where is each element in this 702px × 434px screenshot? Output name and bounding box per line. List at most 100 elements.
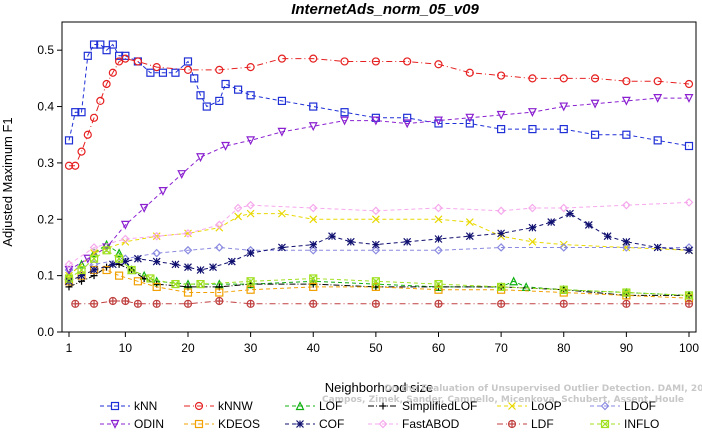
data-point — [183, 57, 193, 66]
data-point — [371, 245, 381, 255]
data-point — [309, 54, 318, 63]
data-point — [64, 265, 74, 275]
x-tick-label: 40 — [307, 341, 321, 355]
data-point — [559, 74, 568, 83]
watermark-line-2: On the Evaluation of Unsupervised Outlie… — [384, 384, 702, 394]
data-point — [308, 203, 318, 213]
data-point — [434, 60, 443, 69]
legend-label: FastABOD — [402, 417, 460, 431]
data-point-cross — [685, 291, 693, 300]
data-point — [184, 229, 192, 238]
legend-label: KDEOS — [218, 417, 260, 431]
series-line — [68, 246, 689, 271]
legend-label: kNN — [134, 399, 157, 413]
series-ldf — [71, 296, 694, 308]
data-point-cross — [90, 254, 98, 263]
data-point — [102, 79, 111, 89]
data-point-cross — [153, 300, 161, 308]
legend-entry-knn: kNN — [100, 399, 157, 413]
x-tick-label: 1 — [66, 341, 73, 355]
data-point — [246, 277, 255, 286]
data-point-cross — [77, 266, 86, 274]
x-tick-label: 90 — [620, 341, 634, 355]
y-tick-label: 0.3 — [37, 156, 54, 170]
data-point — [559, 124, 568, 134]
data-point — [622, 243, 631, 252]
data-point — [508, 402, 516, 410]
data-point — [527, 108, 537, 118]
data-point — [496, 110, 506, 120]
data-point — [434, 245, 443, 255]
legend-label: SimplifiedLOF — [402, 399, 477, 413]
series-cof — [65, 209, 693, 286]
series-inflo — [64, 246, 694, 300]
data-point-cross — [685, 300, 693, 308]
data-point — [246, 62, 255, 72]
y-tick-label: 0.1 — [37, 269, 54, 283]
data-point — [246, 285, 255, 294]
data-point — [603, 232, 612, 241]
data-point — [71, 108, 80, 117]
data-point — [102, 239, 112, 249]
legend-entry-ldof: LDOF — [590, 399, 656, 413]
data-point — [202, 102, 211, 111]
data-point — [233, 203, 243, 213]
data-point — [64, 274, 74, 283]
data-point-cross — [171, 280, 180, 289]
data-point — [465, 113, 475, 123]
data-point — [108, 260, 117, 269]
data-point — [403, 113, 412, 122]
series-ldof — [64, 243, 694, 275]
data-point-cross — [71, 300, 79, 308]
data-point — [227, 257, 236, 266]
data-point — [183, 65, 193, 75]
data-point — [600, 401, 610, 411]
series-knn — [64, 40, 694, 151]
data-point-cross — [560, 300, 568, 308]
data-point-cross — [309, 300, 317, 308]
data-point — [685, 246, 693, 255]
legend-label: LDOF — [624, 399, 656, 413]
data-point — [158, 186, 168, 196]
plot-frame — [61, 21, 697, 333]
data-point — [371, 215, 380, 224]
data-point — [308, 122, 318, 132]
data-point — [528, 203, 537, 213]
data-point — [89, 243, 99, 252]
data-point — [146, 274, 155, 283]
data-point — [139, 203, 149, 213]
data-point — [110, 419, 120, 429]
legend-label: LDF — [531, 417, 554, 431]
data-point — [559, 243, 569, 252]
legend-entry-simplifiedlof: SimplifiedLOF — [368, 399, 477, 413]
data-point — [434, 235, 443, 243]
data-point — [277, 54, 287, 63]
data-point — [64, 260, 74, 269]
series-layer — [64, 40, 694, 308]
series-fastabod — [64, 198, 694, 269]
data-point-cross — [246, 277, 255, 286]
data-point — [171, 279, 180, 289]
data-point — [434, 279, 443, 289]
data-point — [77, 147, 86, 156]
data-point-cross — [215, 297, 223, 305]
data-point-cross — [121, 297, 129, 305]
data-point-cross — [622, 300, 630, 308]
data-point — [209, 263, 217, 272]
data-point — [371, 277, 380, 286]
data-point-cross — [497, 282, 506, 291]
data-point — [96, 96, 105, 106]
data-point — [194, 419, 204, 429]
data-point — [152, 282, 161, 292]
data-point — [403, 237, 412, 246]
legend-entry-fastabod: FastABOD — [368, 417, 460, 431]
data-point — [196, 266, 205, 274]
data-point-cross — [134, 300, 142, 308]
data-point — [296, 420, 304, 428]
data-point — [547, 218, 556, 227]
y-axis: 0.0 0.1 0.2 0.3 0.4 0.5 — [37, 43, 62, 339]
data-point — [371, 240, 380, 249]
series-knnw — [64, 54, 694, 170]
data-point — [115, 254, 124, 263]
data-point — [77, 271, 86, 280]
